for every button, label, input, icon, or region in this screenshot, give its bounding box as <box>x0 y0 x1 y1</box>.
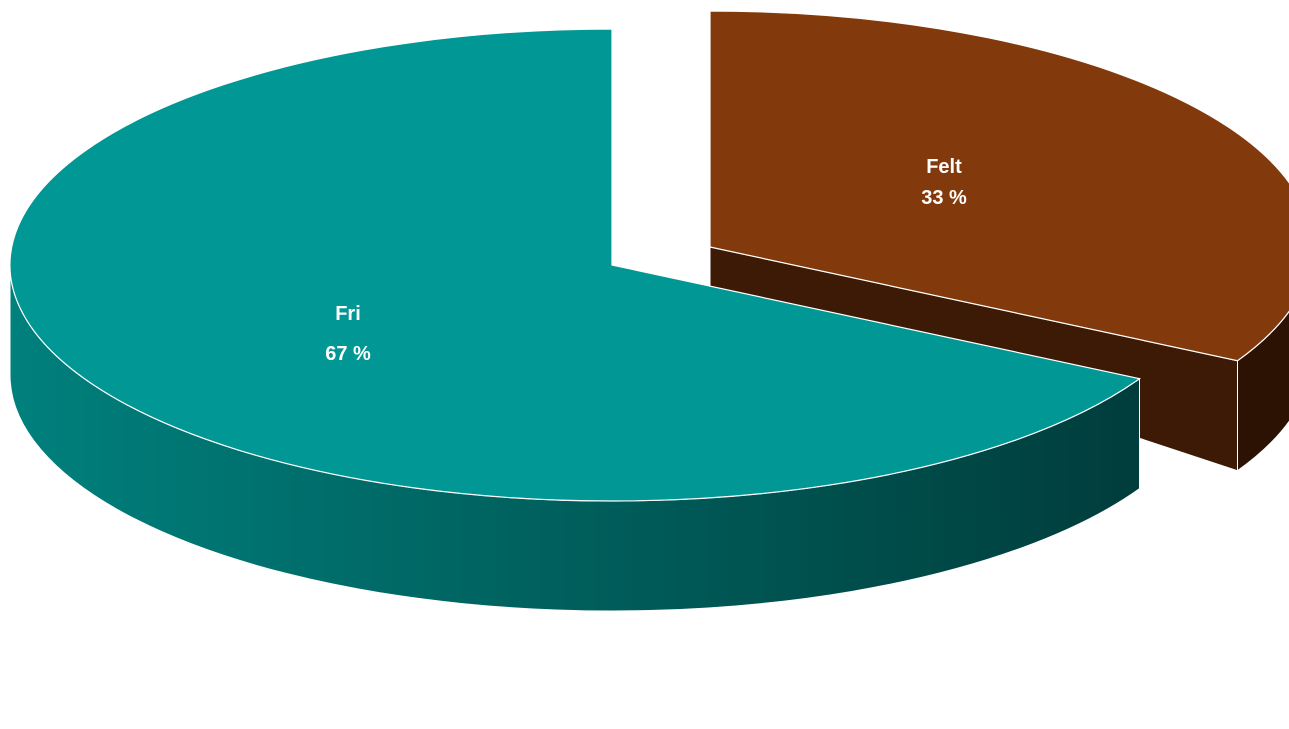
slice-fri-label: Fri <box>335 303 361 325</box>
slice-felt-top <box>709 10 1289 362</box>
slice-fri[interactable] <box>9 28 1141 612</box>
slice-fri-value-label: 67 % <box>325 343 371 365</box>
slice-felt-label: Felt <box>926 156 962 178</box>
slice-felt-value-label: 33 % <box>921 187 967 209</box>
slice-fri-top <box>9 28 1141 502</box>
